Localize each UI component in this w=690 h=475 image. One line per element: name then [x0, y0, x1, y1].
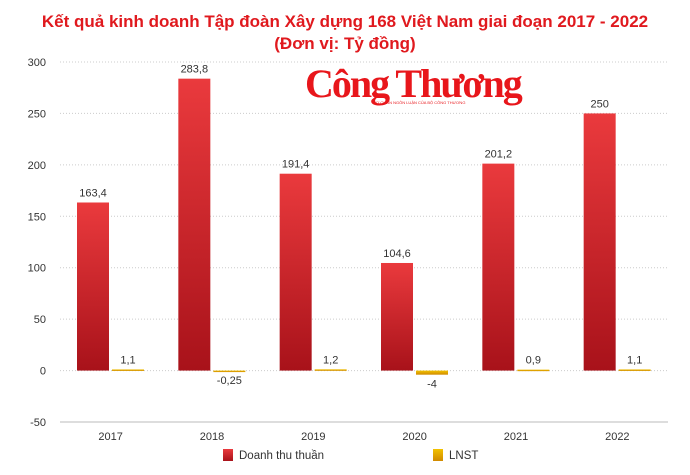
y-tick-label: 0 [40, 366, 46, 378]
chart-title: Kết quả kinh doanh Tập đoàn Xây dựng 168… [41, 12, 649, 31]
y-tick-label: 300 [28, 57, 46, 69]
data-label: -4 [427, 379, 437, 391]
x-tick-label: 2019 [301, 431, 325, 443]
y-tick-label: -50 [30, 417, 46, 429]
y-tick-label: 100 [28, 263, 46, 275]
data-label: 201,2 [485, 149, 513, 161]
x-tick-label: 2018 [200, 431, 224, 443]
logo-name: Công Thương [305, 61, 523, 106]
legend-swatch [433, 449, 443, 461]
legend-label: LNST [449, 450, 478, 462]
data-label: 1,1 [120, 354, 135, 366]
bar-revenue [178, 78, 211, 371]
chart-subtitle: (Đơn vị: Tỷ đồng) [274, 34, 416, 53]
bar-revenue [279, 173, 312, 371]
data-label: 104,6 [383, 248, 411, 260]
bar-revenue [583, 113, 616, 371]
data-label: 250 [590, 98, 608, 110]
data-label: 1,1 [627, 354, 642, 366]
data-label: 1,2 [323, 354, 338, 366]
logo-tagline: CƠ QUAN NGÔN LUẬN CỦA BỘ CÔNG THƯƠNG [373, 100, 466, 105]
bar-lnst [517, 369, 550, 372]
data-label: 191,4 [282, 159, 310, 171]
y-tick-label: 50 [34, 314, 46, 326]
legend-label: Doanh thu thuần [239, 450, 324, 462]
y-tick-label: 200 [28, 160, 46, 172]
bar-revenue [77, 202, 109, 371]
data-label: 0,9 [526, 355, 541, 367]
x-tick-label: 2017 [98, 431, 122, 443]
bar-lnst [618, 369, 651, 371]
bar-revenue [482, 163, 515, 371]
bar-lnst [112, 369, 144, 371]
bar-revenue [381, 262, 413, 371]
data-label: 163,4 [79, 188, 107, 200]
y-tick-label: 250 [28, 108, 46, 120]
y-tick-label: 150 [28, 211, 46, 223]
x-tick-label: 2020 [402, 431, 426, 443]
bar-lnst [213, 370, 246, 373]
legend-swatch [223, 449, 233, 461]
cong-thuong-logo: Công Thương CƠ QUAN NGÔN LUẬN CỦA BỘ CÔN… [305, 61, 523, 106]
data-label: -0,25 [217, 375, 242, 387]
data-label: 283,8 [181, 64, 209, 76]
x-tick-label: 2022 [605, 431, 629, 443]
bar-lnst [416, 370, 448, 375]
x-tick-label: 2021 [504, 431, 528, 443]
bar-lnst [314, 369, 347, 371]
